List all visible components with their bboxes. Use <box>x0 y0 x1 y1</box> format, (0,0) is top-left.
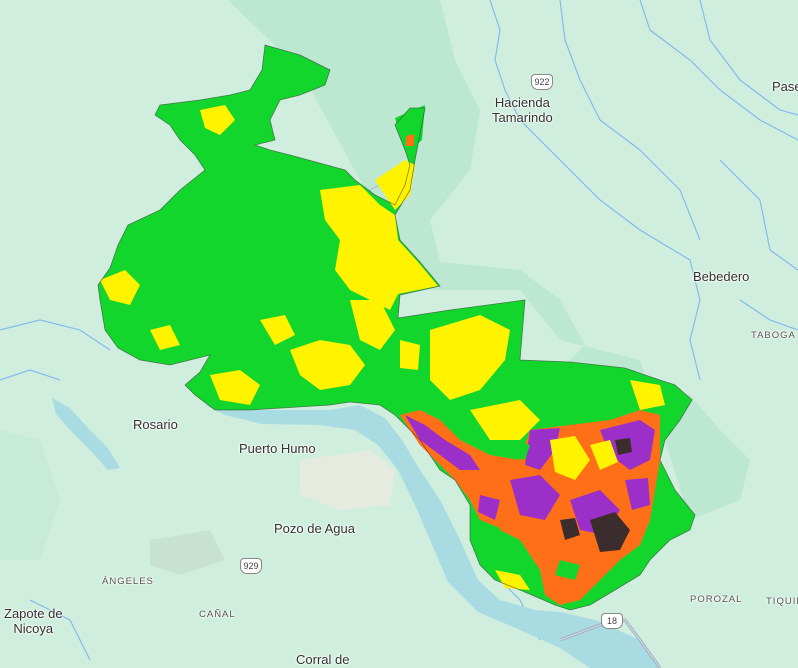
place-label-pozo-de-agua: Pozo de Agua <box>274 521 355 536</box>
region-outline <box>97 44 696 611</box>
classification-region <box>97 44 696 611</box>
terrain-patch <box>300 450 395 510</box>
region-dark <box>560 438 632 552</box>
lake <box>52 398 120 470</box>
place-label-porozal: POROZAL <box>690 594 743 605</box>
place-label-rosario: Rosario <box>133 417 178 432</box>
route-shield-929: 929 <box>240 558 262 574</box>
place-label-puerto-humo: Puerto Humo <box>239 441 316 456</box>
place-label-canal: CAÑAL <box>199 609 236 620</box>
place-label-angeles: ÁNGELES <box>102 576 154 587</box>
route-shield-922: 922 <box>531 74 553 90</box>
place-label-bebedero: Bebedero <box>693 269 750 284</box>
region-yellow-inner <box>550 436 618 480</box>
place-label-taboga: TABOGA <box>751 330 796 341</box>
river <box>205 404 660 668</box>
region-orange <box>406 134 414 146</box>
region-purple <box>405 415 655 535</box>
protected-area <box>0 430 60 560</box>
terrain-patch <box>150 530 225 575</box>
place-label-tiquir: TIQUIR <box>766 596 798 607</box>
place-label-zapote: Zapote de Nicoya <box>4 606 63 636</box>
protected-area <box>228 0 750 520</box>
route-shield-18: 18 <box>601 613 623 629</box>
place-label-corral: Corral de <box>296 652 350 667</box>
place-label-pase: Pase <box>772 79 798 94</box>
place-label-hacienda: Hacienda Tamarindo <box>492 95 553 125</box>
region-green-inner <box>478 440 580 580</box>
